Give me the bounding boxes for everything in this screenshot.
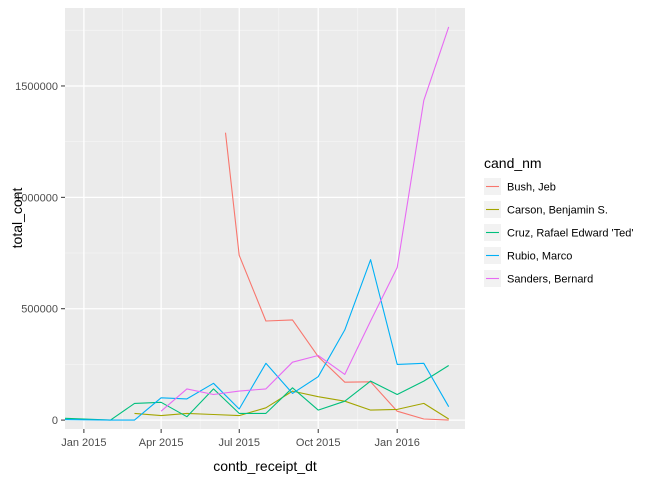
legend-label: Bush, Jeb [507,182,556,194]
y-axis-title: total_cont [9,188,25,249]
minor-gridlines [65,8,465,429]
x-tick-label: Jul 2015 [218,437,260,449]
y-tick-label: 0 [52,415,58,427]
series-line-2 [64,365,449,421]
legend-label: Cruz, Rafael Edward 'Ted' [507,228,633,240]
x-tick-label: Jan 2015 [61,437,106,449]
legend-label: Rubio, Marco [507,251,572,263]
legend-item-0: Bush, Jeb [484,178,556,195]
series-line-3 [64,259,450,421]
legend-title: cand_nm [484,155,542,171]
x-tick-label: Jan 2016 [375,437,420,449]
legend-item-2: Cruz, Rafael Edward 'Ted' [484,224,633,241]
series-line-4 [160,26,450,412]
legend-label: Sanders, Bernard [507,274,593,286]
legend-items: Bush, Jeb Carson, Benjamin S. Cruz, Rafael… [484,178,633,287]
x-tick-label: Apr 2015 [139,437,184,449]
x-axis: Jan 2015 Apr 2015 Jul 2015 Oct 2015 Jan 2016 [61,429,420,449]
x-tick-label: Oct 2015 [296,437,341,449]
series-line-1 [134,390,449,420]
legend-label: Carson, Benjamin S. [507,205,608,217]
legend-item-4: Sanders, Bernard [484,270,593,287]
plot-panel [65,8,465,429]
y-tick-label: 1000000 [15,192,58,204]
x-axis-title: contb_receipt_dt [213,458,317,474]
legend: cand_nm Bush, Jeb Carson, Benjamin S. Cruz… [484,155,633,287]
y-tick-label: 500000 [21,304,58,316]
series-line-0 [224,132,449,421]
legend-item-1: Carson, Benjamin S. [484,201,608,218]
y-tick-label: 1500000 [15,81,58,93]
legend-item-3: Rubio, Marco [484,247,572,264]
series-lines [64,26,450,421]
y-axis: 0 500000 1000000 1500000 [15,81,65,427]
